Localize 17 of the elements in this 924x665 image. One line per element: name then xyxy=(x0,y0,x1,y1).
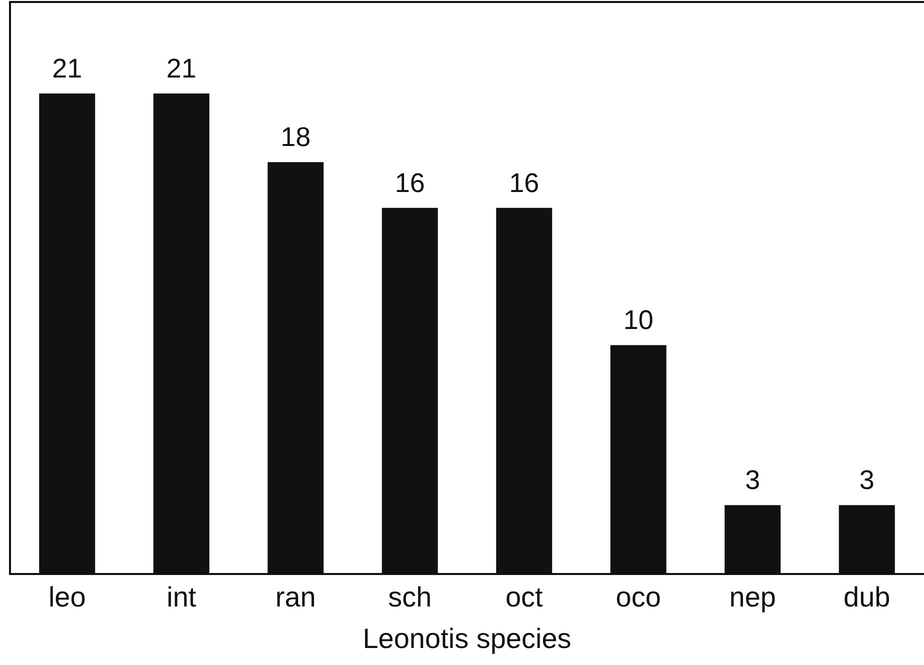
data-label: 16 xyxy=(394,168,425,198)
data-label: 18 xyxy=(280,122,311,152)
x-tick-label: sch xyxy=(388,581,432,612)
x-tick-label: oct xyxy=(505,581,544,612)
data-label: 3 xyxy=(859,465,874,496)
data-label: 21 xyxy=(166,53,196,84)
x-tick-label: oco xyxy=(616,581,661,612)
data-label: 3 xyxy=(745,465,760,496)
data-label: 10 xyxy=(623,305,654,336)
x-tick-label: ran xyxy=(275,581,316,612)
x-tick-label: dub xyxy=(844,581,890,612)
x-tick-label: nep xyxy=(729,581,776,612)
x-tick-label: int xyxy=(166,581,196,612)
data-label: 21 xyxy=(52,53,82,84)
x-tick-label: leo xyxy=(48,581,86,612)
x-axis-title: Leonotis species xyxy=(362,622,572,654)
data-label: 16 xyxy=(509,168,540,198)
